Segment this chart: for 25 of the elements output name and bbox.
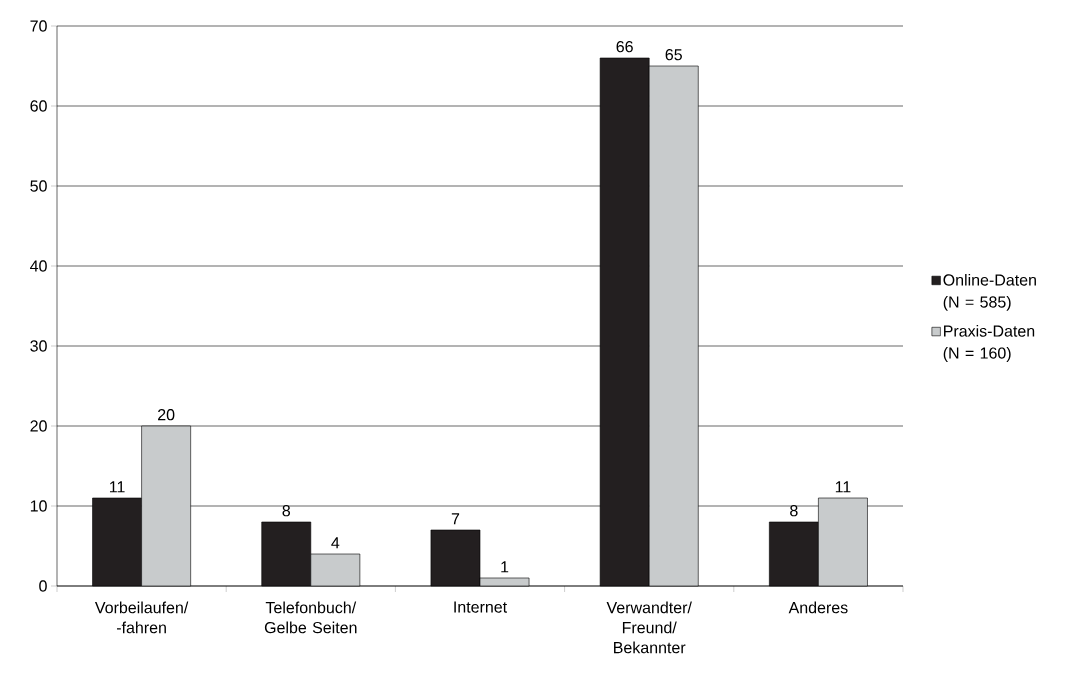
data-label: 11 [835,481,851,493]
x-tick-label: Verwandter/ Freund/ Bekannter [606,601,692,654]
y-tick-label: 30 [30,340,47,352]
y-tick-label: 50 [30,180,47,192]
y-tick-label: 70 [30,20,47,32]
x-tick-label: Telefonbuch/ Gelbe Seiten [264,601,357,634]
y-tick-label: 60 [30,100,47,112]
y-tick-label: 20 [30,420,47,432]
data-label: 11 [109,481,125,493]
y-tick-label: 10 [30,500,47,512]
y-tick-label: 40 [30,260,47,272]
legend-label: Online-Daten (N = 585) [943,273,1036,311]
data-label: 1 [501,561,509,573]
x-tick-label: Anderes [788,601,848,614]
data-label: 66 [616,41,633,53]
x-tick-label: Internet [454,601,508,613]
data-label: 20 [158,409,175,421]
data-label: 7 [451,513,460,525]
data-label: 8 [282,505,291,517]
y-tick-label: 0 [39,580,47,592]
legend-label: Praxis-Daten (N = 160) [943,325,1035,362]
data-label: 65 [665,49,682,61]
data-label: 8 [790,505,798,517]
x-tick-label: Vorbeilaufen/ -fahren [94,601,189,634]
data-label: 4 [331,537,340,549]
